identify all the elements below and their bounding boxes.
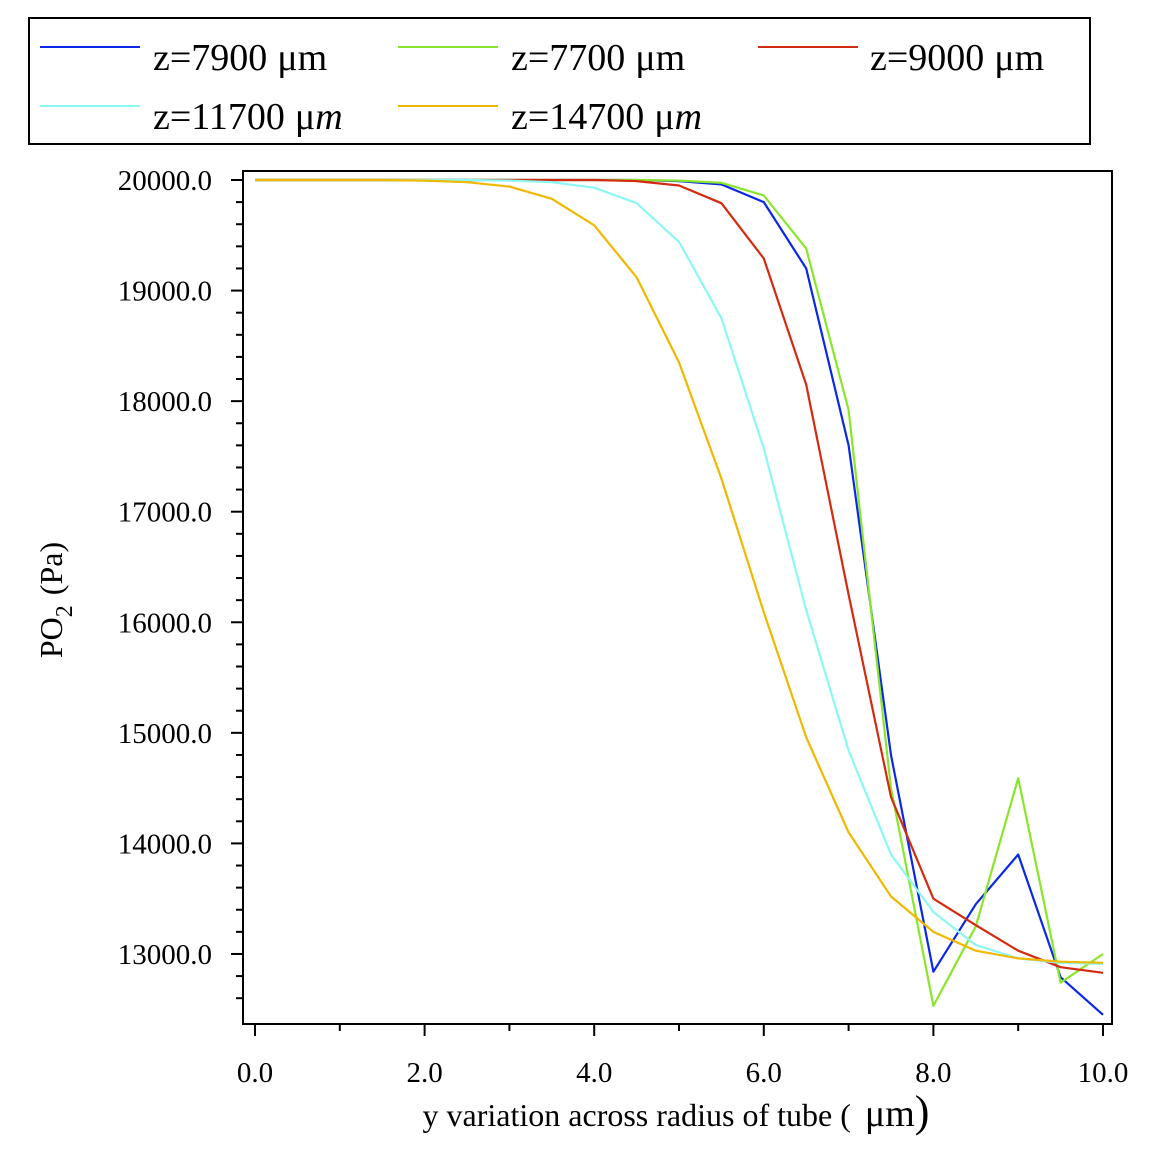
y-tick-label: 19000.0 — [118, 276, 212, 308]
series-line-z7900m — [255, 178, 1104, 1016]
x-tick-label: 0.0 — [237, 1057, 273, 1089]
legend-frame — [28, 17, 1091, 145]
legend-entry-z14700: z=14700 μm — [511, 96, 702, 138]
y-tick-label: 17000.0 — [118, 497, 212, 529]
legend-entry-z11700: z=11700 μm — [153, 96, 343, 138]
series-layer — [255, 178, 1104, 1016]
y-tick-label: 16000.0 — [118, 607, 212, 639]
x-tick-label: 6.0 — [746, 1057, 782, 1089]
y-tick-label: 18000.0 — [118, 386, 212, 418]
series-line-z9000m — [255, 178, 1104, 974]
legend-entry-z7900: z=7900 μm — [153, 37, 327, 79]
x-tick-label: 8.0 — [915, 1057, 951, 1089]
axes: 0.0 2.0 4.0 6.0 8.0 10.0 13000.0 14000.0 15000.0… — [118, 165, 1129, 1089]
y-axis-title: PO2(Pa) — [33, 542, 78, 658]
y-tick-label: 13000.0 — [118, 939, 212, 971]
x-axis-title: y variation across radius of tube (μm) — [423, 1087, 930, 1136]
x-tick-label: 4.0 — [576, 1057, 612, 1089]
x-tick-label: 10.0 — [1078, 1057, 1129, 1089]
y-tick-label: 20000.0 — [118, 165, 212, 197]
series-line-z7700m — [255, 178, 1104, 1008]
y-tick-label: 14000.0 — [118, 828, 212, 860]
y-tick-label: 15000.0 — [118, 718, 212, 750]
x-tick-label: 2.0 — [406, 1057, 442, 1089]
series-line-z11700m — [255, 178, 1104, 965]
series-line-z14700m — [255, 178, 1104, 964]
plot-frame — [242, 170, 1113, 1025]
legend-entry-z9000: z=9000 μm — [870, 37, 1044, 79]
legend: z=7900 μm z=7700 μm z=9000 μm z=11700 μm z=1… — [28, 17, 1091, 145]
legend-entry-z7700: z=7700 μm — [511, 37, 685, 79]
